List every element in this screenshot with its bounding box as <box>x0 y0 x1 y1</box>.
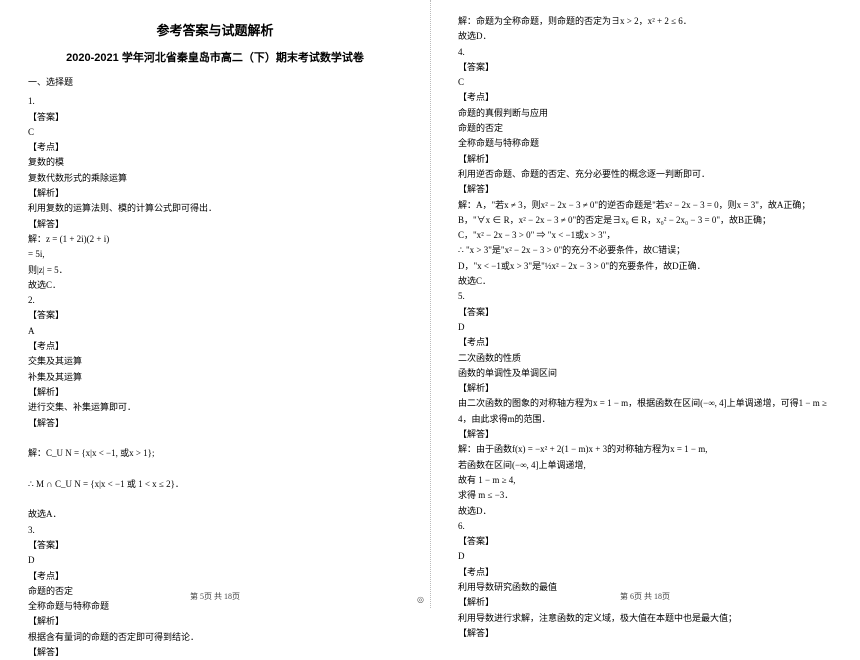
text-line: 【考点】 <box>28 569 402 584</box>
text-line: 命题的否定 <box>458 121 832 136</box>
text-line: 由二次函数的图象的对称轴方程为x = 1 − m，根据函数在区间(−∞, 4]上… <box>458 396 832 427</box>
text-line: 解：由于函数f(x) = −x² + 2(1 − m)x + 3的对称轴方程为x… <box>458 442 832 457</box>
text-line: 【答案】 <box>458 305 832 320</box>
text-line: 【解答】 <box>28 217 402 232</box>
text-line: C，"x² − 2x − 3 > 0" ⇒ "x < −1或x > 3"， <box>458 228 832 243</box>
text-line: 交集及其运算 <box>28 354 402 369</box>
left-content: 1.【答案】C【考点】复数的模复数代数形式的乘除运算【解析】利用复数的运算法则、… <box>28 94 402 660</box>
text-line: D <box>28 553 402 568</box>
text-line: D <box>458 549 832 564</box>
text-line: 解：C_U N = {x|x < −1, 或x > 1}; <box>28 446 402 461</box>
text-line: 【解析】 <box>28 385 402 400</box>
page-right: 解：命题为全称命题，则命题的否定为∃x > 2，x² + 2 ≤ 6．故选D．4… <box>430 0 860 608</box>
title-sub: 2020-2021 学年河北省秦皇岛市高二（下）期末考试数学试卷 <box>28 49 402 65</box>
text-line: D <box>458 320 832 335</box>
text-line: 【解答】 <box>458 427 832 442</box>
text-line: D，"x < −1或x > 3"是"½x² − 2x − 3 > 0"的充要条件… <box>458 259 832 274</box>
text-line: 复数的模 <box>28 155 402 170</box>
text-line: 故选D． <box>458 504 832 519</box>
text-line: 解：命题为全称命题，则命题的否定为∃x > 2，x² + 2 ≤ 6． <box>458 14 832 29</box>
text-line: 【解答】 <box>458 182 832 197</box>
section-heading: 一、选择题 <box>28 75 402 90</box>
text-line: 解：A，"若x ≠ 3，则x² − 2x − 3 ≠ 0"的逆否命题是"若x² … <box>458 198 832 213</box>
text-line <box>28 431 402 446</box>
text-line: 【解析】 <box>458 152 832 167</box>
text-line: 故选A． <box>28 507 402 522</box>
text-line: 命题的真假判断与应用 <box>458 106 832 121</box>
text-line: 1. <box>28 94 402 109</box>
text-line: 故选C． <box>458 274 832 289</box>
text-line: 【考点】 <box>458 90 832 105</box>
text-line: ∴ M ∩ C_U N = {x|x < −1 或 1 < x ≤ 2}． <box>28 477 402 492</box>
text-line: 若函数在区间(−∞, 4]上单调递增, <box>458 458 832 473</box>
text-line: 【考点】 <box>28 339 402 354</box>
text-line: 解：z = (1 + 2i)(2 + i) <box>28 232 402 247</box>
page-left: 参考答案与试题解析 2020-2021 学年河北省秦皇岛市高二（下）期末考试数学… <box>0 0 430 608</box>
text-line: 3. <box>28 523 402 538</box>
text-line: 则|z| = 5． <box>28 263 402 278</box>
title-main: 参考答案与试题解析 <box>28 20 402 39</box>
text-line: 利用导数进行求解，注意函数的定义域，极大值在本题中也是最大值； <box>458 611 832 626</box>
text-line: 进行交集、补集运算即可． <box>28 400 402 415</box>
text-line: 全称命题与特称命题 <box>458 136 832 151</box>
text-line: 【答案】 <box>28 110 402 125</box>
text-line: 【解答】 <box>28 645 402 660</box>
two-page-spread: 参考答案与试题解析 2020-2021 学年河北省秦皇岛市高二（下）期末考试数学… <box>0 0 860 608</box>
text-line: 【解析】 <box>28 186 402 201</box>
text-line: 6. <box>458 519 832 534</box>
text-line: C <box>458 75 832 90</box>
text-line: 【答案】 <box>458 60 832 75</box>
text-line: 根据含有量词的命题的否定即可得到结论． <box>28 630 402 645</box>
right-content: 解：命题为全称命题，则命题的否定为∃x > 2，x² + 2 ≤ 6．故选D．4… <box>458 14 832 641</box>
page-footer-right: 第 6页 共 18页 <box>458 591 832 602</box>
text-line: 故选D． <box>458 29 832 44</box>
text-line: 4. <box>458 45 832 60</box>
page-footer-left: 第 5页 共 18页 <box>28 591 402 602</box>
text-line: 二次函数的性质 <box>458 351 832 366</box>
text-line: 【解答】 <box>28 416 402 431</box>
text-line: 【解析】 <box>28 614 402 629</box>
text-line: 【解答】 <box>458 626 832 641</box>
text-line: B，"∀x ∈ R，x² − 2x − 3 ≠ 0"的否定是∃x₀ ∈ R，x₀… <box>458 213 832 228</box>
text-line <box>28 492 402 507</box>
text-line: 2. <box>28 293 402 308</box>
text-line: 【答案】 <box>28 308 402 323</box>
text-line: 【解析】 <box>458 381 832 396</box>
text-line: 求得 m ≤ −3． <box>458 488 832 503</box>
text-line: 5. <box>458 289 832 304</box>
text-line: = 5i, <box>28 247 402 262</box>
text-line: 【答案】 <box>458 534 832 549</box>
text-line: A <box>28 324 402 339</box>
text-line <box>28 461 402 476</box>
text-line: 【答案】 <box>28 538 402 553</box>
text-line: 【考点】 <box>28 140 402 155</box>
text-line: C <box>28 125 402 140</box>
text-line: 故有 1 − m ≥ 4, <box>458 473 832 488</box>
binding-ring-icon: ◎ <box>417 595 424 604</box>
text-line: 【考点】 <box>458 565 832 580</box>
text-line: 利用复数的运算法则、模的计算公式即可得出． <box>28 201 402 216</box>
text-line: 补集及其运算 <box>28 370 402 385</box>
text-line: 【考点】 <box>458 335 832 350</box>
text-line: ∴ "x > 3"是"x² − 2x − 3 > 0"的充分不必要条件，故C错误… <box>458 243 832 258</box>
text-line: 故选C． <box>28 278 402 293</box>
text-line: 利用逆否命题、命题的否定、充分必要性的概念逐一判断即可． <box>458 167 832 182</box>
text-line: 函数的单调性及单调区间 <box>458 366 832 381</box>
text-line: 复数代数形式的乘除运算 <box>28 171 402 186</box>
